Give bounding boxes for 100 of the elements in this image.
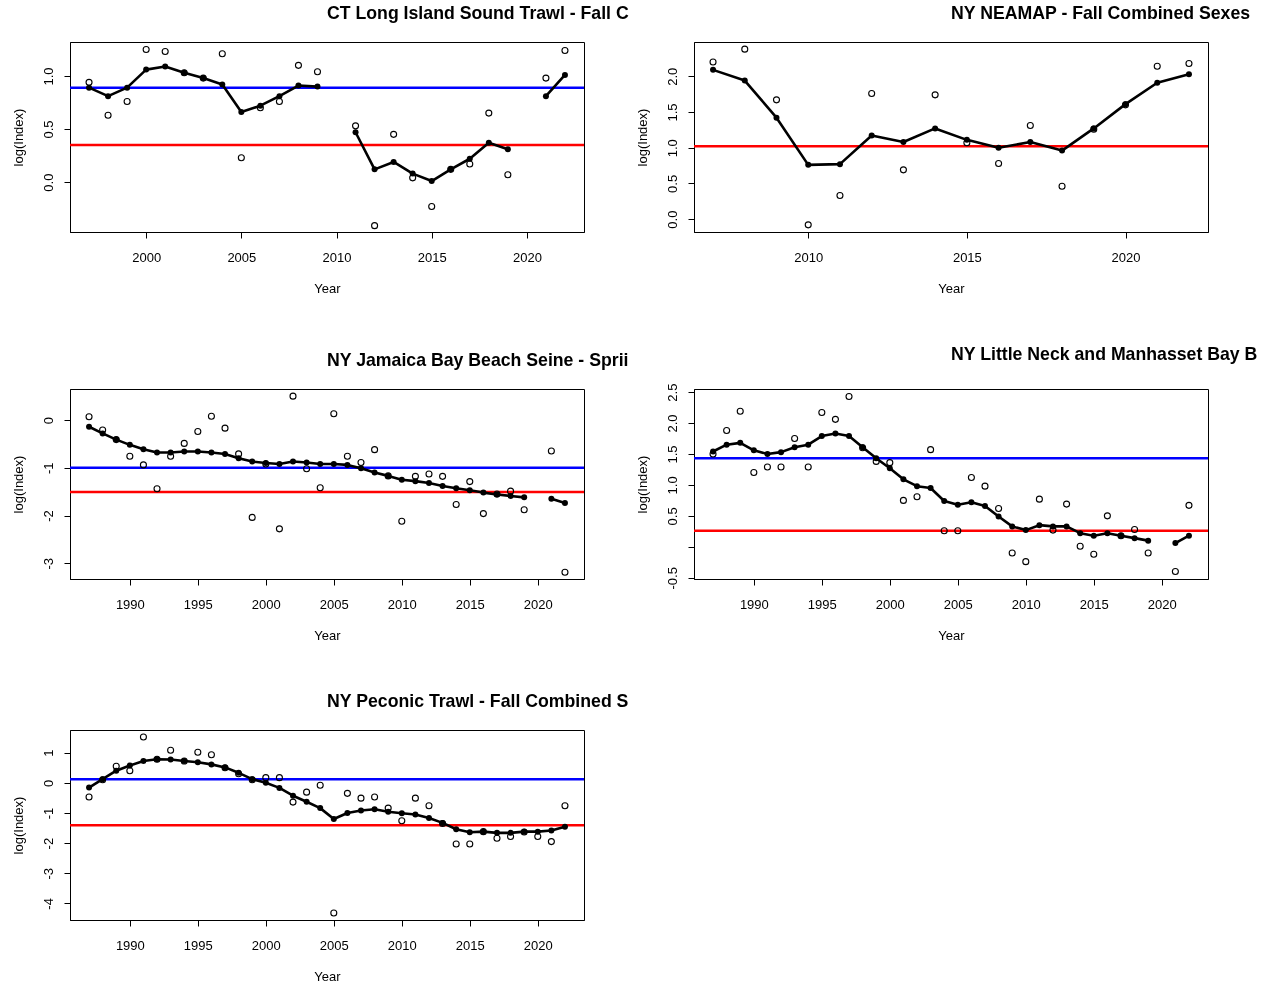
point — [357, 807, 364, 814]
point — [831, 415, 839, 423]
point — [1185, 501, 1193, 509]
point — [112, 762, 120, 770]
point — [140, 446, 147, 453]
y-tick-label: -3 — [40, 557, 56, 570]
point — [143, 66, 150, 73]
point — [548, 827, 555, 834]
point — [352, 129, 359, 136]
point — [313, 68, 322, 76]
x-tick-label: 2010 — [387, 596, 417, 612]
y-tick-label: -2 — [40, 510, 56, 522]
point — [249, 458, 256, 465]
x-tick-label: 2000 — [132, 249, 162, 265]
point — [398, 517, 406, 525]
point — [914, 483, 921, 490]
point — [303, 798, 310, 805]
point — [466, 478, 474, 486]
point — [162, 63, 169, 70]
point — [237, 154, 245, 162]
y-tick-label: 0 — [40, 779, 56, 787]
x-tick-label: 2000 — [875, 596, 905, 612]
chart-title: CT Long Island Sound Trawl - Fall C — [327, 3, 629, 24]
point — [295, 82, 302, 89]
point — [485, 109, 493, 117]
point — [207, 751, 215, 759]
x-axis-title: Year — [314, 280, 342, 296]
y-tick-label: 0.0 — [664, 210, 680, 229]
point — [411, 794, 419, 802]
point — [371, 793, 379, 801]
y-tick-label: 2.0 — [664, 67, 680, 86]
point — [1104, 530, 1111, 537]
point — [330, 410, 338, 418]
point — [561, 46, 569, 55]
point — [161, 48, 169, 56]
point — [1185, 532, 1192, 539]
point — [219, 81, 226, 88]
point — [1036, 522, 1043, 529]
point — [275, 97, 283, 105]
point — [181, 448, 188, 455]
point — [561, 823, 568, 830]
chart-title: NY Little Neck and Manhasset Bay B — [951, 344, 1258, 365]
point — [763, 463, 771, 471]
point — [390, 130, 398, 138]
point — [398, 810, 405, 817]
x-tick-label: 2005 — [319, 596, 349, 612]
point — [276, 784, 283, 791]
point — [390, 158, 397, 165]
point — [124, 84, 131, 91]
point — [1049, 526, 1057, 534]
point — [453, 826, 460, 833]
point — [140, 758, 147, 765]
point — [1185, 59, 1193, 67]
y-tick-label: 0 — [40, 416, 56, 425]
point — [899, 166, 907, 174]
x-tick-label: 1990 — [115, 937, 145, 953]
x-axis-title: Year — [938, 627, 966, 643]
point — [981, 502, 988, 509]
point — [85, 793, 93, 801]
point — [294, 61, 302, 69]
x-tick-label: 2005 — [319, 937, 349, 953]
point — [343, 452, 351, 460]
point — [542, 74, 550, 82]
x-tick-label: 2015 — [417, 249, 447, 265]
point — [1058, 182, 1066, 190]
point — [791, 434, 799, 443]
point — [317, 460, 324, 467]
point — [104, 111, 112, 119]
point — [208, 449, 215, 456]
point — [932, 125, 939, 132]
point — [723, 426, 731, 435]
point — [352, 122, 360, 130]
point — [1153, 62, 1161, 70]
point — [180, 439, 188, 447]
point — [452, 840, 460, 848]
point — [221, 424, 229, 432]
point — [561, 802, 569, 810]
point — [777, 463, 785, 471]
point — [85, 413, 93, 421]
point — [521, 494, 528, 501]
x-tick-label: 2005 — [227, 249, 257, 265]
point — [99, 426, 107, 434]
point — [1144, 549, 1152, 557]
x-tick-label: 1995 — [183, 596, 213, 612]
point — [262, 779, 269, 786]
x-tick-label: 2000 — [251, 937, 281, 953]
point — [886, 459, 894, 467]
x-tick-label: 2005 — [943, 596, 973, 612]
y-tick-label: -0.5 — [664, 567, 680, 590]
point — [818, 433, 825, 440]
point — [995, 144, 1002, 151]
point — [238, 109, 245, 116]
point — [167, 452, 175, 460]
point — [126, 441, 133, 448]
point — [818, 408, 826, 417]
point — [1027, 139, 1034, 145]
x-tick-label: 2010 — [387, 937, 417, 953]
point — [425, 815, 432, 822]
point — [289, 798, 297, 806]
x-tick-label: 1990 — [115, 596, 145, 612]
